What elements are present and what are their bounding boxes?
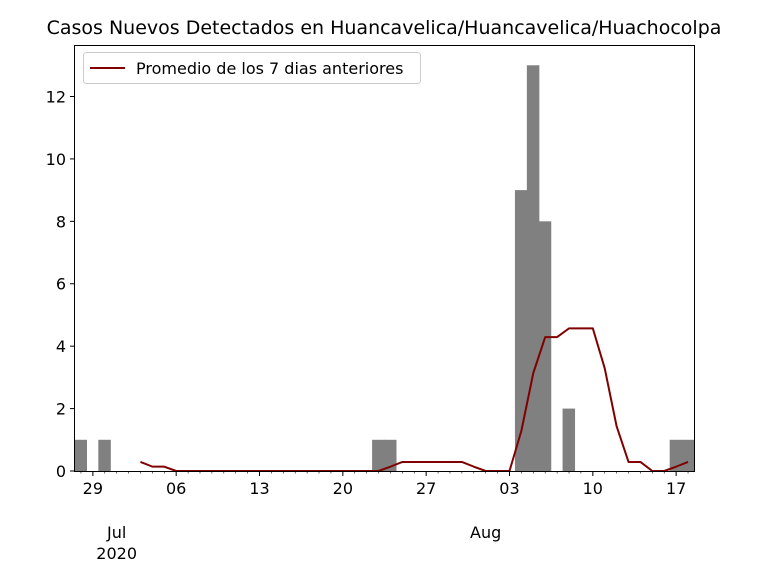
bar [526,65,540,471]
x-tick-label: 27 [416,479,436,498]
bar [514,190,528,471]
x-tick-label: 13 [249,479,269,498]
y-tick-label: 2 [56,400,66,419]
x-axis: 29 06 13 20 27 03 10 17 Jul 2020 Aug [80,471,689,563]
y-tick-label: 0 [56,462,66,481]
bar [372,439,385,471]
y-tick-label: 4 [56,337,66,356]
line-layer [140,327,689,472]
bars-layer [74,65,695,471]
y-axis: 0 2 4 6 8 10 12 [46,87,75,481]
legend-label: Promedio de los 7 dias anteriores [136,59,403,78]
x-tick-label: 06 [166,479,186,498]
bar [538,221,552,471]
bar [669,439,683,471]
y-tick-label: 12 [46,87,66,106]
y-tick-label: 8 [56,212,66,231]
bar [384,439,397,471]
average-line [140,327,689,472]
bar [98,439,111,471]
y-tick-label: 6 [56,275,66,294]
plot-frame [74,45,695,472]
x-tick-label: 10 [583,479,603,498]
bar [74,439,87,471]
chart-title: Casos Nuevos Detectados en Huancavelica/… [47,17,722,39]
x-tick-label: 03 [499,479,519,498]
x-year-label: 2020 [96,544,137,563]
x-month-label: Aug [470,523,501,542]
legend-box [83,52,421,84]
bar [681,439,695,471]
x-tick-label: 17 [666,479,686,498]
bar [562,408,576,471]
x-tick-label: 20 [333,479,353,498]
legend: Promedio de los 7 dias anteriores [83,52,421,84]
y-tick-label: 10 [46,150,66,169]
x-tick-label: 29 [83,479,103,498]
x-month-label: Jul [106,523,126,542]
